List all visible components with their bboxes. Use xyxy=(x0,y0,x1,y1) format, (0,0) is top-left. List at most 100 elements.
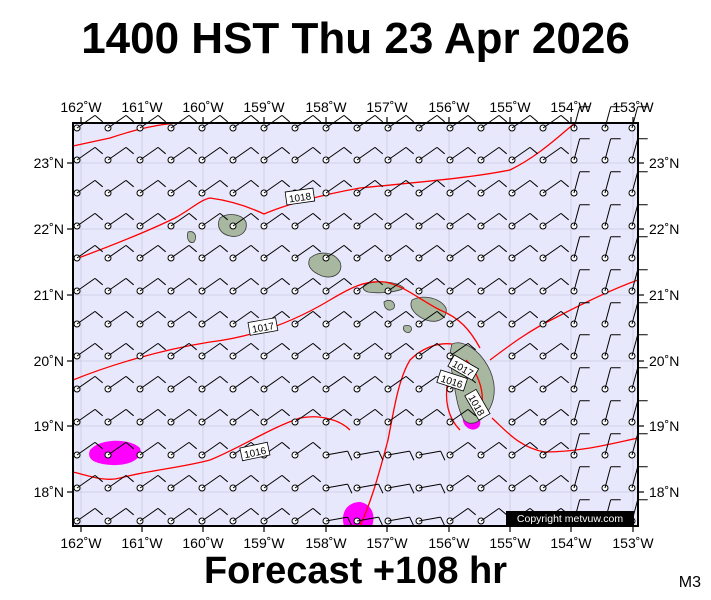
wind-barb xyxy=(229,179,260,197)
wind-barb xyxy=(601,400,621,426)
wind-barb xyxy=(136,179,167,197)
wind-barb xyxy=(198,212,229,230)
wind-barb xyxy=(539,212,570,230)
lon-label: 154˚W xyxy=(550,535,592,551)
lon-label: 161˚W xyxy=(121,535,163,551)
isobar-1017-west xyxy=(72,281,481,381)
lat-labels-left: 23˚N 22˚N 21˚N 20˚N 19˚N 18˚N xyxy=(34,155,64,500)
wind-barb xyxy=(508,342,539,360)
wind-barb xyxy=(508,441,539,459)
isobar-1018-mid xyxy=(72,122,576,261)
wind-barb xyxy=(104,146,135,164)
wind-barb xyxy=(539,114,570,132)
wind-barb xyxy=(229,507,260,525)
lon-label: 157˚W xyxy=(366,535,408,551)
wind-barb xyxy=(415,277,446,295)
wind-barb xyxy=(415,114,446,132)
wind-barb xyxy=(260,277,291,295)
wind-barb xyxy=(353,408,384,426)
lon-label: 154˚W xyxy=(550,99,592,115)
wind-barb xyxy=(322,212,353,230)
lon-label: 162˚W xyxy=(60,535,102,551)
wind-barb xyxy=(477,507,508,525)
wind-barb xyxy=(260,507,291,525)
wind-barb xyxy=(477,146,508,164)
wind-barb xyxy=(167,441,198,459)
wind-barb xyxy=(291,212,322,230)
wind-barb xyxy=(322,179,353,197)
lon-label: 157˚W xyxy=(366,99,408,115)
wind-barb xyxy=(104,277,135,295)
lat-label: 22˚N xyxy=(649,221,679,237)
wind-barb xyxy=(570,302,590,328)
wind-barb xyxy=(446,277,477,295)
wind-barb xyxy=(601,138,621,164)
wind-barb xyxy=(446,441,477,459)
wind-barb xyxy=(601,302,621,328)
wind-barb xyxy=(136,310,167,328)
wind-barb xyxy=(508,408,539,426)
wind-barb xyxy=(446,146,477,164)
wind-barb xyxy=(260,474,291,492)
wind-barb xyxy=(601,269,621,295)
wind-barb xyxy=(539,244,570,262)
wind-barb xyxy=(539,310,570,328)
wind-barb xyxy=(291,342,322,360)
wind-barb xyxy=(291,408,322,426)
wind-barb xyxy=(446,179,477,197)
wind-barb xyxy=(198,310,229,328)
wind-barb xyxy=(198,146,229,164)
isobar-label: 1016 xyxy=(239,441,271,462)
wind-barb xyxy=(477,474,508,492)
wind-barb xyxy=(570,367,590,393)
rain-area-west xyxy=(89,440,141,466)
wind-barb xyxy=(415,450,446,461)
wind-barb xyxy=(229,146,260,164)
wind-barb xyxy=(260,244,291,262)
forecast-label: Forecast +108 hr xyxy=(203,550,508,592)
wind-barb xyxy=(167,114,198,132)
wind-barb xyxy=(260,179,291,197)
wind-barb xyxy=(167,179,198,197)
wind-barb xyxy=(291,507,322,525)
wind-barb xyxy=(104,507,135,525)
wind-barb xyxy=(229,474,260,492)
wind-barb xyxy=(291,114,322,132)
wind-barb xyxy=(104,114,135,132)
copyright-box: Copyright metvuw.com xyxy=(506,511,634,525)
wind-barb xyxy=(167,408,198,426)
wind-barb xyxy=(229,114,260,132)
wind-barb xyxy=(322,483,353,494)
wind-barb xyxy=(508,114,539,132)
wind-barb xyxy=(570,269,590,295)
lon-label: 158˚W xyxy=(305,99,347,115)
wind-barb xyxy=(198,179,229,197)
wind-barb xyxy=(260,146,291,164)
wind-barb xyxy=(570,433,590,459)
wind-barb xyxy=(508,244,539,262)
wind-barb xyxy=(291,146,322,164)
wind-barb xyxy=(229,408,260,426)
wind-barb xyxy=(229,277,260,295)
wind-barb xyxy=(198,342,229,360)
wind-barb xyxy=(104,408,135,426)
wind-barb xyxy=(446,114,477,132)
wind-barb xyxy=(291,441,322,459)
wind-barb xyxy=(446,474,477,492)
wind-barb xyxy=(384,408,415,426)
wind-barb xyxy=(322,244,353,262)
wind-barb xyxy=(104,474,135,492)
wind-barb xyxy=(229,212,260,230)
wind-barb xyxy=(384,375,415,393)
wind-barb xyxy=(136,507,167,525)
wind-barb xyxy=(539,474,570,492)
wind-barb xyxy=(415,516,446,527)
wind-barb xyxy=(136,375,167,393)
wind-barb xyxy=(570,236,590,262)
lon-label: 161˚W xyxy=(121,99,163,115)
wind-barb xyxy=(136,441,167,459)
wind-barb xyxy=(73,179,104,197)
wind-barb xyxy=(384,450,415,461)
wind-barb xyxy=(167,212,198,230)
